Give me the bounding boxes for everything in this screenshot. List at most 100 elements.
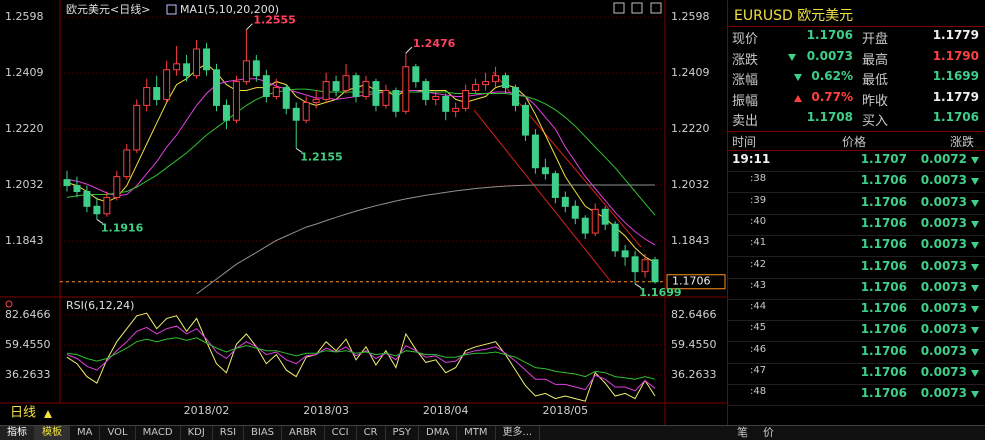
panel-icon[interactable]	[5, 300, 13, 308]
candle-body	[242, 60, 250, 83]
toolbar-item[interactable]: RSI	[213, 426, 245, 440]
candle-body	[581, 217, 589, 234]
candle-body	[392, 90, 400, 112]
toolbar-item[interactable]: KDJ	[181, 426, 213, 440]
last-price-box	[666, 274, 726, 290]
tick-price: 1.1706	[860, 279, 907, 294]
toolbar-item[interactable]: DMA	[419, 426, 458, 440]
quote-value: 1.1706	[806, 28, 853, 42]
candle-body	[402, 66, 410, 112]
y-tick-label: 1.2409	[671, 66, 710, 79]
toolbar-item[interactable]: CR	[357, 426, 386, 440]
candle-body	[222, 104, 230, 121]
candle-body	[641, 259, 649, 273]
tick-time: :42	[750, 258, 767, 270]
quote-label: 现价	[732, 32, 759, 47]
quote-rows: 现价 1.1706 开盘 1.1779 涨跌 0.0073 最高 1.1790 涨幅 0.62% 最…	[728, 28, 985, 130]
row-line	[728, 213, 985, 215]
candle-body	[651, 259, 659, 283]
candle-body	[252, 60, 260, 77]
candle-body	[212, 69, 220, 106]
toolbar-item[interactable]: BIAS	[244, 426, 283, 440]
tick-change: 0.0073	[920, 258, 967, 273]
candle-body	[282, 87, 290, 109]
toolbar-item[interactable]: VOL	[100, 426, 136, 440]
candle-body	[123, 149, 131, 178]
toolbar-item[interactable]: CCI	[325, 426, 357, 440]
quote-label: 开盘	[862, 32, 889, 47]
toolbar-item[interactable]: 模板	[35, 426, 70, 440]
symbol: EURUSD	[734, 8, 793, 24]
chart-title: 欧元美元<日线>	[66, 2, 150, 16]
candle-body	[531, 134, 539, 169]
row-line	[728, 234, 985, 236]
quote-label: 买入	[862, 114, 889, 129]
window-buttons[interactable]	[613, 2, 662, 14]
candle-body	[412, 66, 420, 83]
tick-change: 0.0073	[920, 365, 967, 379]
tick-time: :38	[750, 173, 767, 185]
chart-area: 欧元美元<日线> MA1(5,10,20,200) RSI(6,12,24) 日…	[0, 0, 727, 425]
toolbar-item[interactable]: ARBR	[282, 426, 325, 440]
y-tick-label: 36.2633	[671, 368, 717, 381]
tick-time: :46	[750, 343, 767, 355]
tick-price: 1.1706	[860, 173, 907, 188]
candle-body	[611, 223, 619, 252]
change-arrow	[971, 306, 979, 314]
candle-body	[312, 98, 320, 103]
candle-body	[601, 208, 609, 225]
side-tab[interactable]: 笔	[737, 426, 748, 439]
toolbar-item[interactable]: 更多...	[496, 426, 541, 440]
tick-change: 0.0073	[920, 215, 967, 230]
series-line	[66, 325, 656, 392]
change-arrow	[971, 327, 979, 335]
row-line	[728, 192, 985, 194]
toolbar-item[interactable]: 指标	[0, 426, 35, 440]
quote-value: 1.1699	[932, 69, 979, 83]
candle-body	[332, 81, 340, 92]
tick-time: :43	[750, 279, 767, 291]
tick-change: 0.0073	[920, 343, 967, 358]
tick-change: 0.0073	[920, 279, 967, 294]
quote-label: 最低	[862, 73, 889, 88]
annotation-pointer	[634, 283, 642, 289]
row-line	[728, 362, 985, 364]
row-line	[728, 256, 985, 258]
y-tick-label: 1.2220	[5, 122, 44, 135]
button[interactable]	[631, 2, 643, 14]
button[interactable]	[650, 2, 662, 14]
annotation-pointer	[96, 218, 104, 224]
toolbar-item[interactable]: MA	[70, 426, 101, 440]
candle-body	[93, 205, 101, 215]
candle-body	[73, 185, 81, 192]
tick-time: 19:11	[732, 152, 771, 166]
side-tab[interactable]: 价	[763, 426, 774, 439]
toolbar-item[interactable]: MTM	[457, 426, 496, 440]
candle-body	[322, 81, 330, 100]
annotation: 1.1916	[101, 221, 144, 234]
toolbar-item[interactable]: PSY	[386, 426, 419, 440]
indicator-icon[interactable]	[166, 4, 177, 15]
change-arrow	[794, 94, 802, 102]
ticks-header: 涨跌	[950, 135, 975, 149]
tick-time: :40	[750, 215, 767, 227]
candle-body	[372, 81, 380, 106]
quote-label: 涨跌	[732, 52, 759, 68]
quote-value: 0.77%	[811, 89, 853, 104]
tick-list: 19:11 1.1707 0.0072:38 1.1706 0.0073:39 1.170…	[728, 152, 985, 424]
symbol-name: 欧元美元	[797, 8, 854, 24]
ticks-header: 时间	[732, 135, 757, 149]
candle-body	[621, 250, 629, 258]
series-line	[66, 88, 656, 216]
quote-label: 最高	[862, 52, 889, 68]
tick-price: 1.1706	[860, 365, 907, 379]
tick-change: 0.0072	[920, 152, 967, 166]
candle-body	[173, 63, 181, 71]
button[interactable]	[613, 2, 625, 14]
toolbar-item[interactable]: MACD	[136, 426, 181, 440]
period-arrow[interactable]	[44, 410, 52, 418]
period-label[interactable]: 日线	[10, 406, 36, 421]
candle-body	[462, 90, 470, 109]
tick-price: 1.1706	[860, 237, 907, 252]
